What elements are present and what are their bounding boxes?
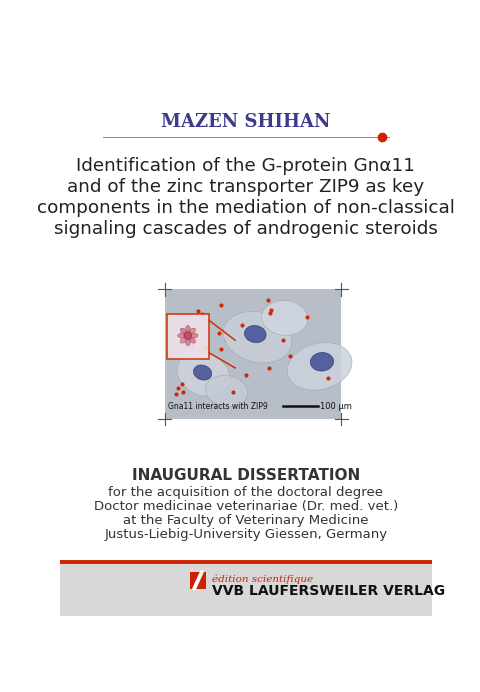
Text: INAUGURAL DISSERTATION: INAUGURAL DISSERTATION <box>132 468 360 483</box>
Ellipse shape <box>178 334 186 338</box>
Circle shape <box>184 331 192 340</box>
Ellipse shape <box>189 337 195 343</box>
Ellipse shape <box>189 328 195 334</box>
Ellipse shape <box>205 376 248 407</box>
Text: at the Faculty of Veterinary Medicine: at the Faculty of Veterinary Medicine <box>123 514 369 527</box>
Text: MAZEN SHIHAN: MAZEN SHIHAN <box>161 113 331 131</box>
Text: Gna11 interacts with ZIP9: Gna11 interacts with ZIP9 <box>168 402 267 411</box>
Ellipse shape <box>244 325 266 343</box>
Bar <box>190 572 206 589</box>
Text: 100 µm: 100 µm <box>320 402 351 411</box>
Text: for the acquisition of the doctoral degree: for the acquisition of the doctoral degr… <box>108 486 384 499</box>
Text: and of the zinc transporter ZIP9 as key: and of the zinc transporter ZIP9 as key <box>67 178 425 196</box>
Bar <box>167 314 209 358</box>
Ellipse shape <box>311 352 334 371</box>
Ellipse shape <box>186 326 190 334</box>
Ellipse shape <box>180 337 187 343</box>
Text: components in the mediation of non-classical: components in the mediation of non-class… <box>37 199 455 217</box>
Text: Identification of the G-protein Gnα11: Identification of the G-protein Gnα11 <box>76 157 416 175</box>
Ellipse shape <box>262 300 308 335</box>
Text: Justus-Liebig-University Giessen, Germany: Justus-Liebig-University Giessen, German… <box>105 528 387 540</box>
Ellipse shape <box>180 328 187 334</box>
Ellipse shape <box>177 352 229 397</box>
Text: signaling cascades of androgenic steroids: signaling cascades of androgenic steroid… <box>54 219 438 237</box>
Text: édition scientifique: édition scientifique <box>212 575 313 585</box>
Bar <box>60 563 432 617</box>
Ellipse shape <box>193 365 212 380</box>
Ellipse shape <box>287 343 352 390</box>
Text: Doctor medicinae veterinariae (Dr. med. vet.): Doctor medicinae veterinariae (Dr. med. … <box>94 500 398 513</box>
Ellipse shape <box>186 338 190 345</box>
Ellipse shape <box>190 334 198 338</box>
Text: VVB LAUFERSWEILER VERLAG: VVB LAUFERSWEILER VERLAG <box>212 584 445 599</box>
Ellipse shape <box>223 311 292 363</box>
Bar <box>165 289 341 419</box>
